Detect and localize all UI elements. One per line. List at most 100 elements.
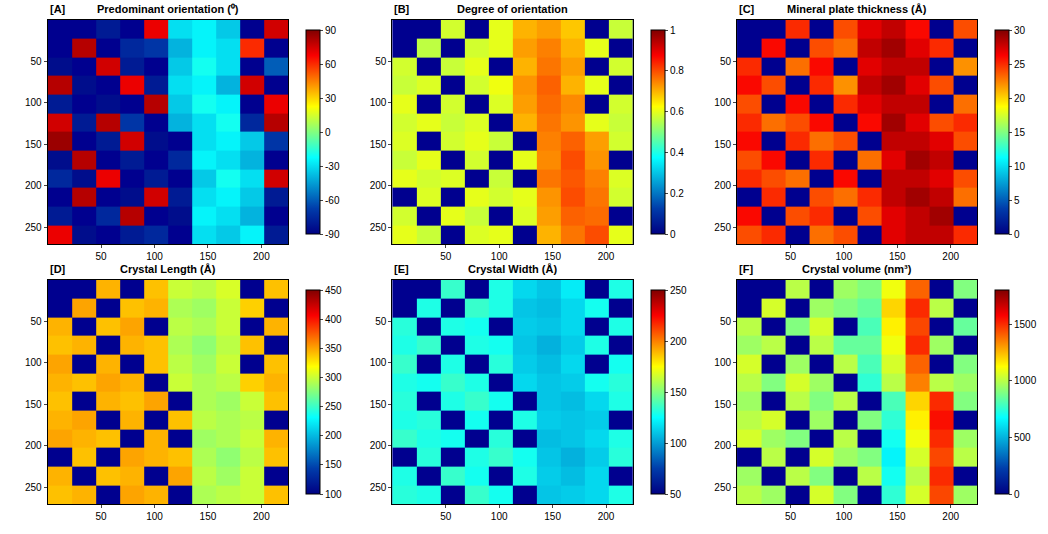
svg-text:150: 150 <box>25 399 42 410</box>
svg-text:[C]: [C] <box>739 3 755 15</box>
svg-text:100: 100 <box>670 438 687 449</box>
svg-text:50: 50 <box>670 489 682 500</box>
svg-text:250: 250 <box>370 482 387 493</box>
svg-text:200: 200 <box>598 511 615 522</box>
svg-text:150: 150 <box>200 511 217 522</box>
svg-text:50: 50 <box>375 56 387 67</box>
svg-text:100: 100 <box>836 251 853 262</box>
svg-text:100: 100 <box>836 511 853 522</box>
svg-text:250: 250 <box>25 222 42 233</box>
svg-text:50: 50 <box>375 316 387 327</box>
svg-text:200: 200 <box>670 336 687 347</box>
svg-text:-30: -30 <box>325 161 340 172</box>
svg-text:250: 250 <box>370 222 387 233</box>
svg-text:50: 50 <box>440 511 452 522</box>
svg-text:450: 450 <box>325 285 342 296</box>
svg-text:150: 150 <box>714 399 731 410</box>
svg-text:Mineral plate thickness (Å): Mineral plate thickness (Å) <box>787 3 927 15</box>
svg-text:Predominant orientation (⁰): Predominant orientation (⁰) <box>97 3 239 15</box>
svg-text:Crystal Length (Å): Crystal Length (Å) <box>120 263 216 275</box>
svg-text:150: 150 <box>544 251 561 262</box>
svg-text:250: 250 <box>714 482 731 493</box>
svg-text:200: 200 <box>253 511 270 522</box>
svg-text:150: 150 <box>200 251 217 262</box>
svg-text:200: 200 <box>714 180 731 191</box>
svg-text:150: 150 <box>714 139 731 150</box>
svg-text:50: 50 <box>96 511 108 522</box>
svg-text:350: 350 <box>325 343 342 354</box>
svg-text:100: 100 <box>146 511 163 522</box>
svg-text:[A]: [A] <box>50 3 66 15</box>
svg-text:-60: -60 <box>325 195 340 206</box>
svg-text:200: 200 <box>370 440 387 451</box>
svg-text:0: 0 <box>670 229 676 240</box>
svg-text:15: 15 <box>1014 127 1026 138</box>
svg-text:100: 100 <box>25 357 42 368</box>
svg-text:100: 100 <box>491 511 508 522</box>
svg-text:Crystal Width (Å): Crystal Width (Å) <box>468 263 557 275</box>
svg-text:100: 100 <box>25 97 42 108</box>
svg-text:10: 10 <box>1014 161 1026 172</box>
svg-text:0: 0 <box>1014 229 1020 240</box>
svg-text:150: 150 <box>889 511 906 522</box>
svg-text:5: 5 <box>1014 195 1020 206</box>
svg-text:150: 150 <box>25 139 42 150</box>
svg-text:400: 400 <box>325 314 342 325</box>
svg-text:Degree of orientation: Degree of orientation <box>457 3 568 15</box>
svg-text:50: 50 <box>31 316 43 327</box>
svg-text:0.2: 0.2 <box>670 188 684 199</box>
svg-text:0.6: 0.6 <box>670 106 684 117</box>
svg-text:20: 20 <box>1014 93 1026 104</box>
svg-text:1: 1 <box>670 25 676 36</box>
svg-text:50: 50 <box>720 56 732 67</box>
svg-text:250: 250 <box>325 401 342 412</box>
svg-text:200: 200 <box>25 440 42 451</box>
svg-text:1500: 1500 <box>1014 319 1037 330</box>
svg-text:60: 60 <box>325 59 337 70</box>
svg-text:100: 100 <box>714 97 731 108</box>
svg-text:-90: -90 <box>325 229 340 240</box>
svg-text:50: 50 <box>785 511 797 522</box>
svg-text:30: 30 <box>1014 25 1026 36</box>
svg-text:100: 100 <box>491 251 508 262</box>
svg-text:150: 150 <box>889 251 906 262</box>
svg-text:0.8: 0.8 <box>670 65 684 76</box>
svg-text:100: 100 <box>714 357 731 368</box>
svg-text:[B]: [B] <box>394 3 410 15</box>
svg-text:250: 250 <box>670 285 687 296</box>
svg-text:200: 200 <box>942 251 959 262</box>
svg-text:150: 150 <box>670 387 687 398</box>
svg-text:[F]: [F] <box>739 263 753 275</box>
svg-text:150: 150 <box>544 511 561 522</box>
svg-text:1000: 1000 <box>1014 375 1037 386</box>
svg-text:200: 200 <box>598 251 615 262</box>
svg-text:300: 300 <box>325 372 342 383</box>
svg-text:[D]: [D] <box>50 263 66 275</box>
svg-text:30: 30 <box>325 93 337 104</box>
svg-text:0: 0 <box>1014 489 1020 500</box>
svg-text:100: 100 <box>325 489 342 500</box>
svg-text:50: 50 <box>96 251 108 262</box>
svg-text:200: 200 <box>253 251 270 262</box>
svg-text:Crystal volume (nm³): Crystal volume (nm³) <box>802 263 912 275</box>
svg-text:200: 200 <box>370 180 387 191</box>
svg-text:100: 100 <box>146 251 163 262</box>
svg-text:150: 150 <box>370 139 387 150</box>
svg-text:100: 100 <box>370 97 387 108</box>
svg-text:250: 250 <box>714 222 731 233</box>
svg-text:50: 50 <box>785 251 797 262</box>
svg-text:[E]: [E] <box>394 263 409 275</box>
svg-text:150: 150 <box>370 399 387 410</box>
svg-text:50: 50 <box>31 56 43 67</box>
svg-text:500: 500 <box>1014 432 1031 443</box>
svg-text:100: 100 <box>370 357 387 368</box>
svg-text:90: 90 <box>325 25 337 36</box>
svg-text:200: 200 <box>25 180 42 191</box>
svg-text:200: 200 <box>714 440 731 451</box>
svg-text:25: 25 <box>1014 59 1026 70</box>
svg-text:200: 200 <box>325 430 342 441</box>
svg-text:0.4: 0.4 <box>670 147 684 158</box>
svg-text:250: 250 <box>25 482 42 493</box>
svg-text:50: 50 <box>720 316 732 327</box>
svg-text:200: 200 <box>942 511 959 522</box>
